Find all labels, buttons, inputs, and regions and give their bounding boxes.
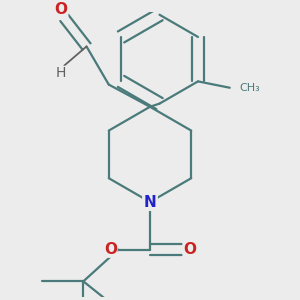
Text: CH₃: CH₃ bbox=[239, 83, 260, 93]
Text: H: H bbox=[56, 67, 66, 80]
Text: O: O bbox=[183, 242, 196, 257]
Text: N: N bbox=[144, 194, 156, 209]
Text: O: O bbox=[104, 242, 117, 257]
Text: O: O bbox=[55, 2, 68, 17]
